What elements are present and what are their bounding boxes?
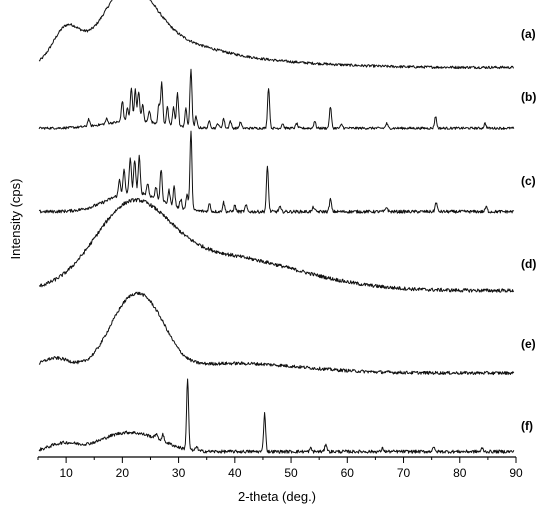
x-tick-label: 40 bbox=[228, 466, 242, 480]
series-trace-1 bbox=[38, 0, 515, 70]
x-ticks-group: 10 20 30 40 50 60 70 80 90 bbox=[37, 457, 523, 480]
x-tick-label: 30 bbox=[172, 466, 186, 480]
series-label-4: (d) bbox=[521, 257, 536, 271]
series-labels-group: (a) (b) (c) (d) (e) (f) bbox=[521, 27, 536, 433]
series-trace-5 bbox=[38, 291, 515, 376]
x-tick-label: 10 bbox=[59, 466, 73, 480]
series-label-2: (b) bbox=[521, 90, 536, 104]
series-label-5: (e) bbox=[521, 337, 536, 351]
x-tick-label: 70 bbox=[397, 466, 411, 480]
series-trace-2 bbox=[38, 68, 515, 130]
traces-group bbox=[38, 0, 515, 454]
series-trace-6 bbox=[38, 378, 515, 454]
series-trace-3 bbox=[38, 130, 515, 214]
x-axis-title: 2-theta (deg.) bbox=[238, 489, 316, 504]
x-tick-label: 90 bbox=[509, 466, 523, 480]
y-axis-title: Intensity (cps) bbox=[8, 179, 23, 260]
series-label-3: (c) bbox=[521, 174, 536, 188]
x-tick-label: 60 bbox=[341, 466, 355, 480]
x-tick-label: 50 bbox=[284, 466, 298, 480]
series-trace-4 bbox=[38, 197, 514, 293]
series-label-1: (a) bbox=[521, 27, 536, 41]
x-tick-label: 80 bbox=[453, 466, 467, 480]
series-label-6: (f) bbox=[521, 419, 533, 433]
x-tick-label: 20 bbox=[116, 466, 130, 480]
